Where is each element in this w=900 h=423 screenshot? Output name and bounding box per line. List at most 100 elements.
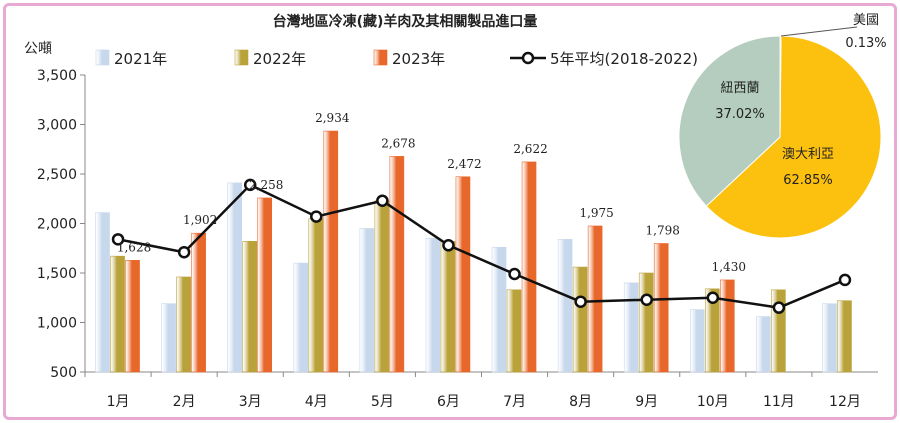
legend-label: 2021年	[114, 50, 167, 68]
bar-2021年	[95, 212, 110, 373]
data-label: 1,798	[646, 223, 680, 237]
data-label: 1,430	[712, 260, 746, 274]
bar-2022年	[110, 255, 125, 373]
bar-2023年	[719, 279, 735, 373]
pie-slice	[678, 35, 781, 207]
x-tick-label: 10月	[697, 394, 729, 410]
bar-2021年	[491, 246, 507, 373]
bar-2022年	[440, 241, 456, 373]
average-point	[574, 295, 587, 308]
x-tick-label: 7月	[503, 394, 526, 410]
bar-2022年	[704, 288, 720, 373]
bar-2021年	[623, 282, 639, 373]
y-tick-label: 1,500	[37, 266, 77, 282]
data-label: 1,902	[183, 213, 217, 227]
bar-2021年	[161, 303, 176, 373]
pie-chart: 澳大利亞 62.85% 紐西蘭 37.02% 美國 0.13%	[678, 13, 887, 239]
data-label: 2,678	[381, 136, 415, 150]
bar-2021年	[227, 182, 243, 373]
x-tick-label: 1月	[107, 394, 130, 410]
y-tick-label: 3,000	[37, 118, 77, 134]
bar-2021年	[756, 316, 771, 373]
average-point	[376, 194, 389, 207]
average-point	[772, 301, 786, 314]
bar-2023年	[257, 197, 273, 373]
y-tick-label: 3,500	[37, 68, 77, 84]
bar-2021年	[557, 239, 573, 373]
bar-2022年	[837, 300, 852, 373]
pie-label: 美國	[853, 13, 879, 28]
bar-2022年	[572, 266, 588, 373]
pie-slice	[705, 35, 882, 239]
x-tick-label: 8月	[569, 394, 592, 410]
legend-label: 5年平均(2018-2022)	[550, 50, 698, 68]
data-label: 2,622	[513, 142, 547, 156]
pie-percent: 62.85%	[783, 173, 833, 188]
x-tick-label: 6月	[437, 394, 460, 410]
legend-label: 2022年	[253, 50, 306, 68]
y-tick-label: 2,000	[37, 217, 77, 233]
bar-2021年	[293, 262, 309, 373]
bar-2023年	[521, 161, 537, 373]
average-point	[111, 233, 125, 246]
pie-label: 澳大利亞	[782, 146, 834, 162]
average-series-line	[117, 183, 846, 309]
x-tick-label: 2月	[173, 394, 196, 410]
data-label: 1,975	[579, 206, 613, 220]
average-point	[508, 267, 521, 281]
legend-swatch	[373, 49, 388, 66]
x-tick-label: 5月	[371, 394, 394, 410]
pie-label: 紐西蘭	[720, 80, 759, 96]
average-point	[177, 245, 191, 259]
legend-label: 2023年	[392, 50, 445, 68]
data-label: 1,628	[117, 240, 151, 254]
legend: 2021年 2022年 2023年 5年平均(2018-2022)	[95, 49, 698, 68]
bar-2022年	[176, 276, 191, 373]
bar-2021年	[689, 309, 705, 373]
bar-2022年	[374, 200, 390, 373]
average-line	[111, 178, 852, 314]
bar-2021年	[359, 228, 375, 373]
bar-2023年	[323, 130, 339, 373]
average-point	[310, 210, 323, 223]
y-axis-label: 公噸	[24, 41, 52, 57]
bars	[95, 130, 852, 373]
pie-percent: 37.02%	[715, 107, 765, 122]
x-tick-label: 11月	[763, 394, 795, 410]
average-point	[442, 239, 455, 252]
legend-marker	[521, 51, 535, 65]
average-point	[640, 293, 653, 306]
bar-2023年	[125, 260, 140, 373]
x-tick-label: 3月	[239, 394, 262, 410]
x-tick-label: 9月	[635, 394, 658, 410]
bar-2023年	[389, 156, 405, 373]
data-label: 2,258	[249, 178, 283, 192]
data-label: 2,934	[315, 111, 350, 125]
bar-2022年	[308, 218, 324, 373]
bar-2023年	[653, 243, 669, 373]
average-point	[243, 178, 257, 192]
bar-2022年	[638, 272, 654, 373]
data-label: 2,472	[447, 157, 481, 171]
x-tick-label: 4月	[305, 394, 328, 410]
bar-2021年	[822, 303, 837, 373]
average-point	[838, 273, 852, 287]
bar-2023年	[587, 225, 603, 373]
y-tick-label: 500	[50, 365, 77, 381]
legend-swatch	[95, 49, 110, 66]
x-tick-label: 12月	[829, 394, 861, 410]
pie-leader-line	[780, 26, 858, 37]
bar-2022年	[506, 289, 522, 373]
bar-2023年	[455, 176, 471, 373]
bar-2021年	[425, 238, 441, 373]
bar-2023年	[191, 232, 206, 373]
bar-2022年	[242, 241, 258, 373]
y-tick-label: 2,500	[37, 167, 77, 183]
axes: 500 1,000 1,500 2,000 2,500 3,000 3,500 1月 2月 3月 4…	[37, 68, 878, 410]
average-point	[706, 291, 720, 304]
data-labels: 1,628 1,902 2,258 2,934 2,678 2,472 2,622 1,975…	[117, 111, 746, 274]
y-tick-label: 1,000	[37, 316, 77, 332]
chart-title: 台灣地區冷凍(藏)羊肉及其相關製品進口量	[273, 13, 538, 30]
legend-swatch	[234, 49, 249, 66]
